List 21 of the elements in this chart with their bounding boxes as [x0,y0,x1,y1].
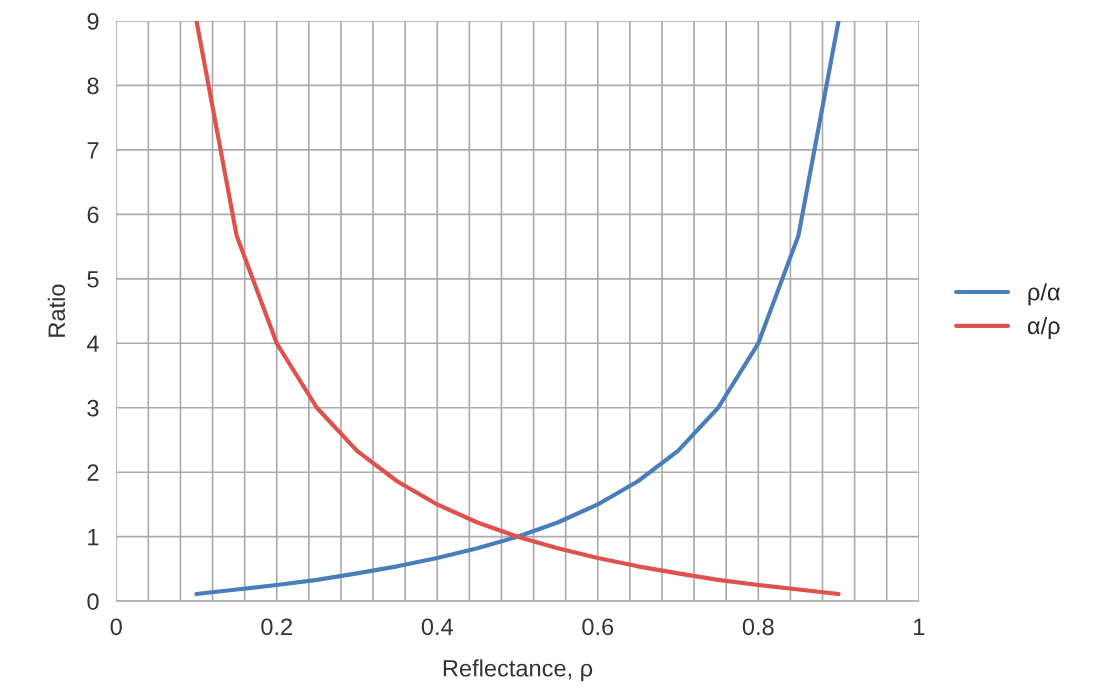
line-series [194,20,841,597]
x-tick-label: 1 [914,618,925,635]
x-tick-label: 0.4 [421,618,453,636]
legend-label: ρ/α [1028,283,1060,306]
x-tick-label: 0.6 [582,618,614,636]
y-tick-label: 9 [87,13,99,30]
x-tick-label: 0 [110,618,122,636]
y-tick-label: 8 [87,77,99,95]
x-tick-label: 0.2 [261,618,292,636]
legend-label: α/ρ [1027,316,1060,339]
y-tick-label: 4 [86,335,99,352]
y-tick-label: 1 [88,528,99,546]
y-tick-label: 5 [87,271,99,288]
x-axis-title: Reflectance, ρ [443,659,593,682]
y-tick-label: 2 [87,464,99,481]
y-tick-label: 7 [87,142,99,159]
x-tick-label: 0.8 [742,618,774,636]
y-tick-label: 6 [87,206,99,224]
y-axis-title: Ratio [47,284,66,337]
y-tick-label: 0 [87,593,99,610]
y-tick-label: 3 [87,399,99,417]
